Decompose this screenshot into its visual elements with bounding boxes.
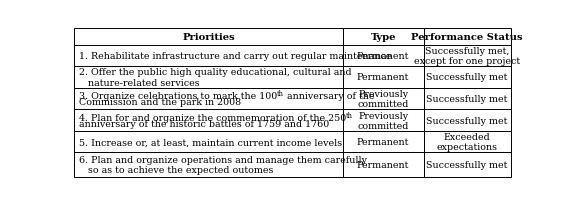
Bar	[74, 45, 343, 67]
Bar	[74, 153, 343, 177]
Text: 2. Offer the public high quality educational, cultural and
   nature-related ser: 2. Offer the public high quality educati…	[79, 68, 351, 87]
Bar	[424, 29, 511, 45]
Bar	[74, 67, 343, 88]
Text: Permanent: Permanent	[357, 52, 409, 61]
Bar	[343, 153, 424, 177]
Bar	[343, 67, 424, 88]
Bar	[343, 45, 424, 67]
Text: Successfully met: Successfully met	[427, 160, 508, 169]
Bar	[343, 29, 424, 45]
Text: Permanent: Permanent	[357, 73, 409, 82]
Text: Permanent: Permanent	[357, 160, 409, 169]
Bar	[424, 131, 511, 153]
Bar	[343, 88, 424, 110]
Text: 6. Plan and organize operations and manage them carefully
   so as to achieve th: 6. Plan and organize operations and mana…	[79, 155, 367, 174]
Bar	[424, 110, 511, 131]
Bar	[74, 110, 343, 131]
Text: 4. Plan for and organize the commemoration of the 250: 4. Plan for and organize the commemorati…	[79, 113, 346, 122]
Bar	[424, 45, 511, 67]
Text: Exceeded
expectations: Exceeded expectations	[437, 132, 498, 152]
Text: Successfully met: Successfully met	[427, 95, 508, 104]
Bar	[74, 131, 343, 153]
Text: Successfully met: Successfully met	[427, 73, 508, 82]
Text: Previously
committed: Previously committed	[357, 90, 409, 109]
Bar	[74, 29, 343, 45]
Text: 1. Rehabilitate infrastructure and carry out regular maintenance: 1. Rehabilitate infrastructure and carry…	[79, 52, 391, 61]
Bar	[343, 131, 424, 153]
Text: anniversary of the historic battles of 1759 and 1760: anniversary of the historic battles of 1…	[79, 119, 329, 128]
Text: th: th	[277, 90, 284, 98]
Text: Commission and the park in 2008: Commission and the park in 2008	[79, 98, 241, 107]
Text: th: th	[346, 111, 353, 119]
Text: Successfully met,
except for one project: Successfully met, except for one project	[414, 47, 520, 66]
Text: anniversary of the: anniversary of the	[284, 91, 375, 100]
Text: Priorities: Priorities	[182, 33, 235, 42]
Text: Performance Status: Performance Status	[411, 33, 523, 42]
Text: Previously
committed: Previously committed	[357, 111, 409, 130]
Bar	[424, 67, 511, 88]
Bar	[424, 153, 511, 177]
Text: Type: Type	[371, 33, 396, 42]
Text: Permanent: Permanent	[357, 137, 409, 146]
Bar	[343, 110, 424, 131]
Text: 5. Increase or, at least, maintain current income levels: 5. Increase or, at least, maintain curre…	[79, 137, 342, 146]
Text: Successfully met: Successfully met	[427, 116, 508, 125]
Bar	[424, 88, 511, 110]
Text: 3. Organize celebrations to mark the 100: 3. Organize celebrations to mark the 100	[79, 91, 277, 100]
Bar	[74, 88, 343, 110]
